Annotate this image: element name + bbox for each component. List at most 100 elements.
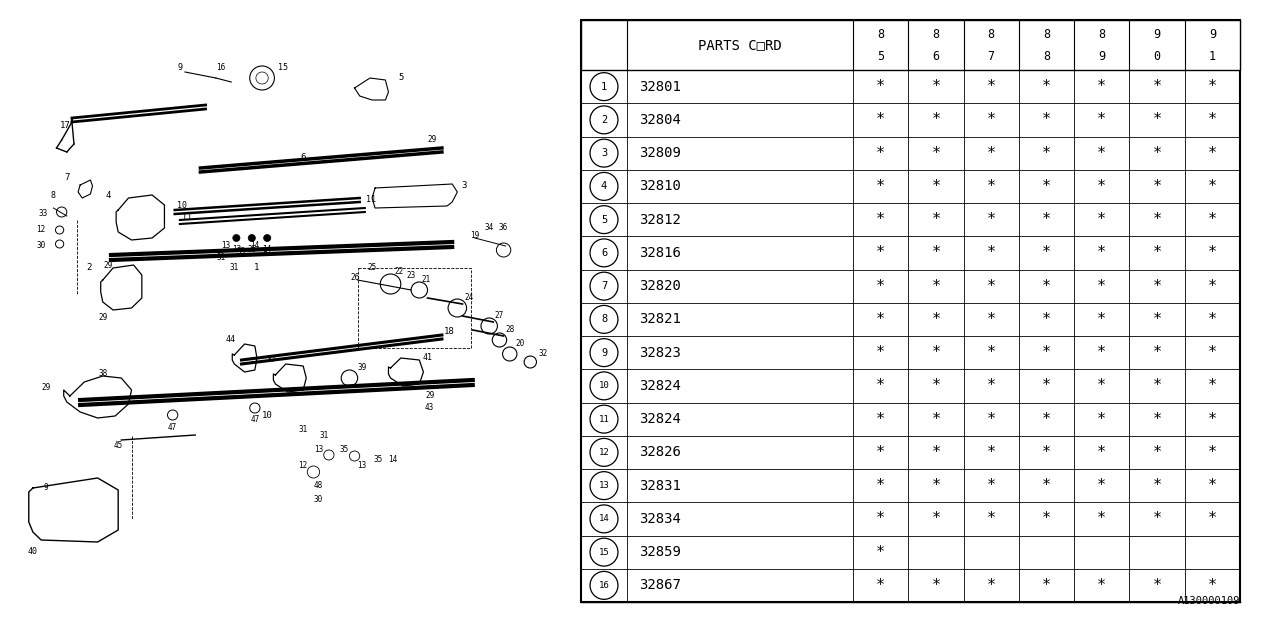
Text: *: *	[932, 245, 941, 260]
Text: *: *	[987, 578, 996, 593]
Bar	[581, 20, 1240, 70]
Text: 31: 31	[216, 253, 225, 262]
Text: *: *	[1097, 511, 1106, 526]
Text: *: *	[1042, 146, 1051, 161]
Text: 15: 15	[599, 548, 609, 557]
Text: *: *	[987, 445, 996, 460]
Text: 8: 8	[1043, 49, 1050, 63]
Text: *: *	[876, 478, 886, 493]
Text: 13: 13	[314, 445, 324, 454]
Text: *: *	[876, 378, 886, 394]
Text: *: *	[1152, 278, 1162, 294]
Text: 17: 17	[60, 120, 70, 129]
Text: 43: 43	[425, 403, 434, 413]
Text: *: *	[1097, 113, 1106, 127]
Circle shape	[248, 234, 256, 241]
Text: *: *	[1042, 412, 1051, 427]
Text: *: *	[1208, 578, 1217, 593]
Text: *: *	[932, 345, 941, 360]
Text: 8: 8	[877, 28, 884, 40]
Text: PARTS C□RD: PARTS C□RD	[698, 38, 782, 52]
Text: 29: 29	[99, 314, 108, 323]
Text: 35: 35	[247, 246, 256, 255]
Text: *: *	[1208, 245, 1217, 260]
Text: 13: 13	[357, 461, 366, 470]
Text: *: *	[1042, 245, 1051, 260]
Text: 14: 14	[251, 241, 260, 250]
Text: 14: 14	[388, 456, 397, 465]
Text: *: *	[1097, 312, 1106, 327]
Text: *: *	[1152, 578, 1162, 593]
Text: 39: 39	[357, 364, 366, 372]
Text: *: *	[1042, 179, 1051, 194]
Text: *: *	[876, 578, 886, 593]
Text: 5: 5	[600, 214, 607, 225]
Text: *: *	[1042, 345, 1051, 360]
Text: *: *	[1208, 146, 1217, 161]
Text: 32: 32	[538, 349, 548, 358]
Text: 32867: 32867	[639, 579, 681, 593]
Text: *: *	[987, 312, 996, 327]
Text: 32812: 32812	[639, 212, 681, 227]
Text: *: *	[932, 179, 941, 194]
Text: 31: 31	[319, 431, 329, 440]
Text: 18: 18	[444, 328, 454, 337]
Text: *: *	[932, 79, 941, 94]
Text: *: *	[876, 545, 886, 559]
Text: 36: 36	[499, 223, 508, 232]
Text: 7: 7	[600, 281, 607, 291]
Circle shape	[264, 234, 271, 241]
Text: *: *	[1042, 478, 1051, 493]
Text: 11: 11	[599, 415, 609, 424]
Text: *: *	[1097, 378, 1106, 394]
Text: *: *	[1208, 79, 1217, 94]
Text: 32834: 32834	[639, 512, 681, 526]
Text: 12: 12	[298, 461, 307, 470]
Text: *: *	[987, 212, 996, 227]
Text: 3: 3	[600, 148, 607, 158]
Text: *: *	[876, 312, 886, 327]
Text: *: *	[987, 146, 996, 161]
Text: 31: 31	[298, 426, 307, 435]
Text: 6: 6	[301, 154, 306, 163]
Text: *: *	[1042, 511, 1051, 526]
Text: 1: 1	[600, 82, 607, 92]
Text: 27: 27	[495, 312, 504, 321]
Text: *: *	[1208, 378, 1217, 394]
Text: *: *	[1208, 312, 1217, 327]
Text: 32821: 32821	[639, 312, 681, 326]
Circle shape	[233, 234, 239, 241]
Text: 24: 24	[465, 294, 474, 303]
Text: *: *	[1042, 79, 1051, 94]
Text: 48: 48	[314, 481, 324, 490]
Text: 32809: 32809	[639, 146, 681, 160]
Text: *: *	[876, 412, 886, 427]
Text: *: *	[987, 113, 996, 127]
Text: 44: 44	[225, 335, 236, 344]
Text: 1: 1	[255, 264, 260, 273]
Text: *: *	[1152, 478, 1162, 493]
Text: 4: 4	[600, 181, 607, 191]
Text: 7: 7	[988, 49, 995, 63]
Text: *: *	[1097, 478, 1106, 493]
Text: *: *	[1152, 445, 1162, 460]
Text: 15: 15	[278, 63, 288, 72]
Text: *: *	[987, 179, 996, 194]
Text: *: *	[987, 245, 996, 260]
Text: *: *	[932, 278, 941, 294]
Text: *: *	[876, 179, 886, 194]
Text: 6: 6	[600, 248, 607, 258]
Text: *: *	[932, 212, 941, 227]
Text: *: *	[1097, 445, 1106, 460]
Text: A130000109: A130000109	[1178, 596, 1240, 606]
Text: 13: 13	[232, 246, 241, 255]
Text: 29: 29	[428, 136, 436, 145]
Text: 16: 16	[599, 581, 609, 590]
Text: *: *	[1152, 113, 1162, 127]
Text: 13: 13	[599, 481, 609, 490]
Text: 21: 21	[422, 275, 431, 285]
Text: 33: 33	[38, 209, 47, 218]
Text: 9: 9	[178, 63, 182, 72]
Text: 5: 5	[877, 49, 884, 63]
Text: *: *	[1042, 578, 1051, 593]
